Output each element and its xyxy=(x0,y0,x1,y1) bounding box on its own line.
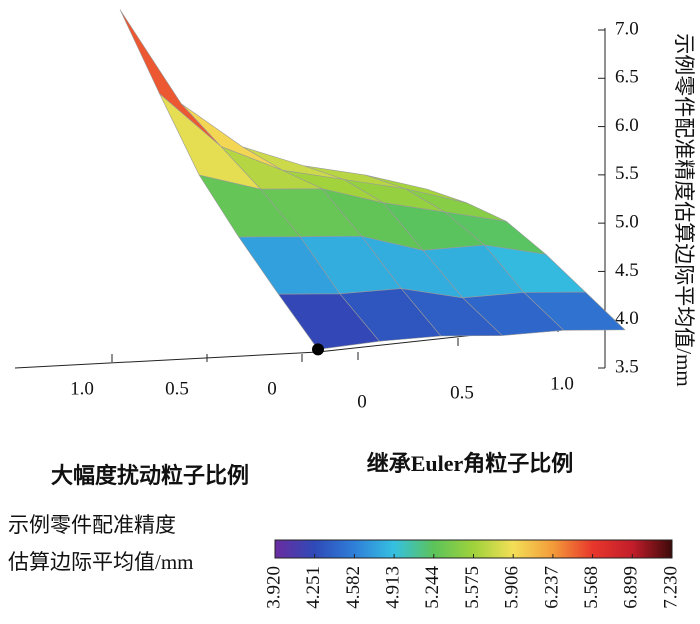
x-axis-label: 大幅度扰动粒子比例 xyxy=(51,463,249,488)
surface-cell xyxy=(159,93,262,190)
colorbar-tick-label: 3.920 xyxy=(263,566,284,609)
z-tick-label: 4.5 xyxy=(615,260,639,281)
z-tick-label: 6.5 xyxy=(615,67,639,88)
colorbar-tick-label: 5.568 xyxy=(581,566,602,609)
colorbar-label: 示例零件配准精度 xyxy=(8,513,176,537)
x-axis-line xyxy=(14,351,319,369)
y-tick-label: 0 xyxy=(357,391,367,412)
min-marker xyxy=(312,343,324,356)
z-tick-label: 5.0 xyxy=(615,212,639,233)
colorbar-tick-label: 4.913 xyxy=(382,566,403,609)
y-tick-label: 0.5 xyxy=(450,382,474,403)
y-tick-label: 1.0 xyxy=(550,373,574,394)
colorbar-tick-label: 6.237 xyxy=(541,566,562,609)
colorbar-tick-label: 7.230 xyxy=(660,566,681,609)
z-tick-label: 4.0 xyxy=(615,308,639,329)
z-tick-label: 5.5 xyxy=(615,163,639,184)
colorbar-label: 估算边际平均值/mm xyxy=(8,550,194,574)
z-tick-label: 6.0 xyxy=(615,115,639,136)
y-axis-label: 继承Euler角粒子比例 xyxy=(367,451,574,476)
colorbar-tick-label: 6.899 xyxy=(621,566,642,609)
surface-cell xyxy=(277,293,380,350)
z-tick-label: 7.0 xyxy=(615,18,639,39)
colorbar-tick-label: 5.906 xyxy=(502,566,523,609)
colorbar-tick-label: 4.582 xyxy=(343,566,364,609)
x-tick-label: 1.0 xyxy=(70,378,94,399)
colorbar-tick-label: 4.251 xyxy=(303,566,324,609)
x-tick-label: 0 xyxy=(267,378,277,399)
colorbar-tick-label: 5.244 xyxy=(422,566,443,609)
x-tick-label: 0.5 xyxy=(165,378,189,399)
z-tick-label: 3.5 xyxy=(615,356,639,377)
colorbar-tick-label: 5.575 xyxy=(462,566,483,609)
z-axis-label: 示例零件配准精度估算边际平均值/mm xyxy=(672,33,696,387)
